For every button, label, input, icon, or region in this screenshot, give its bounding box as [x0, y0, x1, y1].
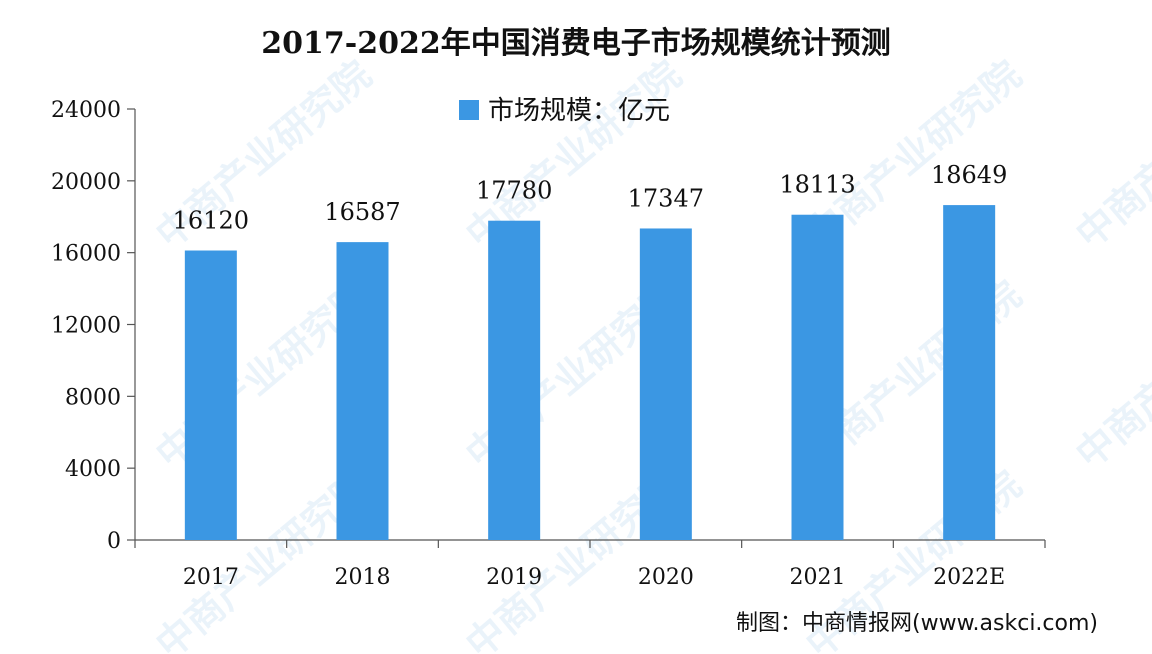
data-label-2019: 17780: [476, 177, 552, 205]
y-tick-label: 4000: [65, 457, 121, 482]
y-tick-label: 0: [107, 529, 121, 554]
chart-title: 2017-2022年中国消费电子市场规模统计预测: [261, 26, 890, 61]
x-tick-label-2021: 2021: [790, 565, 846, 590]
legend-swatch: [459, 100, 479, 120]
axes: 0 4000 8000 12000 16000 20000 24000 2017 2018 201…: [51, 98, 1046, 590]
data-label-2018: 16587: [324, 198, 400, 226]
data-label-2022E: 18649: [931, 161, 1007, 189]
bar-2020: [639, 228, 692, 540]
x-tick-label-2018: 2018: [335, 565, 391, 590]
bars: [184, 205, 996, 541]
data-label-2020: 17347: [628, 184, 704, 212]
source-note: 制图：中商情报网(www.askci.com): [736, 611, 1098, 636]
data-label-2021: 18113: [779, 171, 855, 199]
watermark-text: 中商产业研究院: [1068, 52, 1152, 257]
y-tick-label: 12000: [51, 314, 121, 339]
data-labels: 16120 16587 17780 17347 18113 18649: [173, 161, 1008, 234]
x-tick-label-2022E: 2022E: [933, 565, 1005, 590]
y-tick-label: 20000: [51, 170, 121, 195]
x-tick-label-2019: 2019: [486, 565, 542, 590]
y-tick-label: 16000: [51, 242, 121, 267]
y-tick-label: 24000: [51, 98, 121, 123]
x-tick-label-2020: 2020: [638, 565, 694, 590]
bar-2022E: [943, 205, 996, 541]
data-label-2017: 16120: [173, 207, 249, 235]
x-tick-label-2017: 2017: [183, 565, 239, 590]
bar-2021: [791, 214, 844, 540]
watermark-text: 中商产业研究院: [1068, 272, 1152, 477]
y-tick-label: 8000: [65, 385, 121, 410]
bar-2019: [488, 220, 541, 540]
legend-label: 市场规模：亿元: [488, 96, 670, 126]
bar-2018: [336, 242, 389, 540]
bar-2017: [184, 250, 237, 541]
